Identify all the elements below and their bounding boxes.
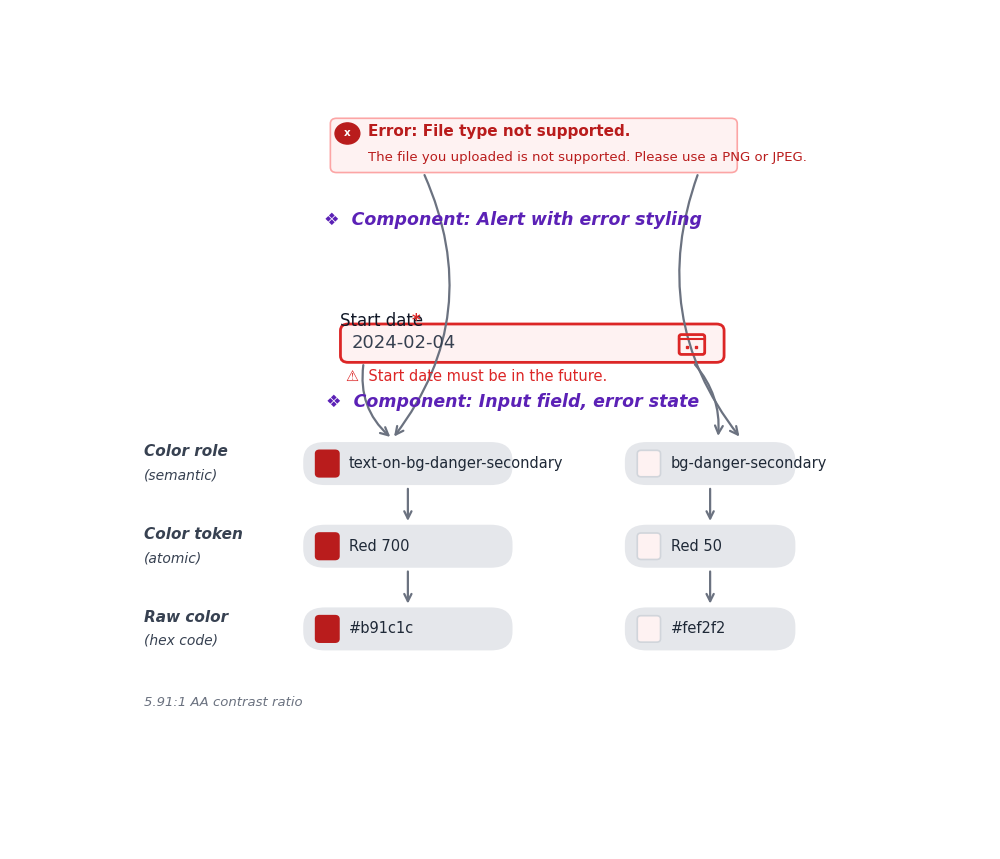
FancyBboxPatch shape xyxy=(303,525,512,568)
FancyBboxPatch shape xyxy=(637,533,661,559)
FancyBboxPatch shape xyxy=(316,533,339,559)
Text: text-on-bg-danger-secondary: text-on-bg-danger-secondary xyxy=(349,456,563,471)
Text: The file you uploaded is not supported. Please use a PNG or JPEG.: The file you uploaded is not supported. … xyxy=(368,151,806,164)
Text: x: x xyxy=(344,129,351,138)
FancyBboxPatch shape xyxy=(316,450,339,477)
FancyBboxPatch shape xyxy=(625,442,795,485)
Text: #b91c1c: #b91c1c xyxy=(349,621,414,637)
Text: (atomic): (atomic) xyxy=(144,551,203,565)
FancyBboxPatch shape xyxy=(340,324,724,362)
Text: ⚠  Start date must be in the future.: ⚠ Start date must be in the future. xyxy=(346,369,607,384)
Text: Color token: Color token xyxy=(144,527,243,542)
FancyBboxPatch shape xyxy=(303,442,512,485)
Text: Red 50: Red 50 xyxy=(671,539,722,554)
FancyBboxPatch shape xyxy=(303,607,512,650)
Text: *: * xyxy=(412,313,420,331)
FancyBboxPatch shape xyxy=(330,119,737,173)
Text: (hex code): (hex code) xyxy=(144,634,218,648)
Text: ❖  Component: Input field, error state: ❖ Component: Input field, error state xyxy=(326,393,699,411)
FancyBboxPatch shape xyxy=(316,616,339,643)
FancyBboxPatch shape xyxy=(625,525,795,568)
Text: 2024-02-04: 2024-02-04 xyxy=(351,334,456,352)
Circle shape xyxy=(335,123,360,144)
Text: (semantic): (semantic) xyxy=(144,468,219,483)
Text: 5.91:1 AA contrast ratio: 5.91:1 AA contrast ratio xyxy=(144,697,303,710)
Text: Red 700: Red 700 xyxy=(349,539,409,554)
Text: Raw color: Raw color xyxy=(144,610,228,624)
Text: ❖  Component: Alert with error styling: ❖ Component: Alert with error styling xyxy=(324,211,702,229)
Text: Error: File type not supported.: Error: File type not supported. xyxy=(368,125,630,139)
FancyBboxPatch shape xyxy=(637,616,661,643)
Text: Color role: Color role xyxy=(144,444,228,460)
Text: Start date: Start date xyxy=(340,313,424,331)
FancyBboxPatch shape xyxy=(625,607,795,650)
FancyBboxPatch shape xyxy=(637,450,661,477)
Text: #fef2f2: #fef2f2 xyxy=(671,621,726,637)
Text: bg-danger-secondary: bg-danger-secondary xyxy=(671,456,827,471)
